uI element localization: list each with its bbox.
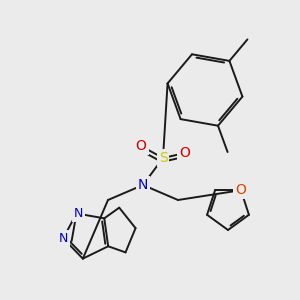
Text: S: S <box>159 151 167 165</box>
Text: O: O <box>236 183 246 197</box>
Text: N: N <box>74 207 83 220</box>
Text: N: N <box>138 178 148 192</box>
Text: O: O <box>136 139 146 153</box>
Text: N: N <box>58 232 68 245</box>
Text: O: O <box>180 146 190 160</box>
